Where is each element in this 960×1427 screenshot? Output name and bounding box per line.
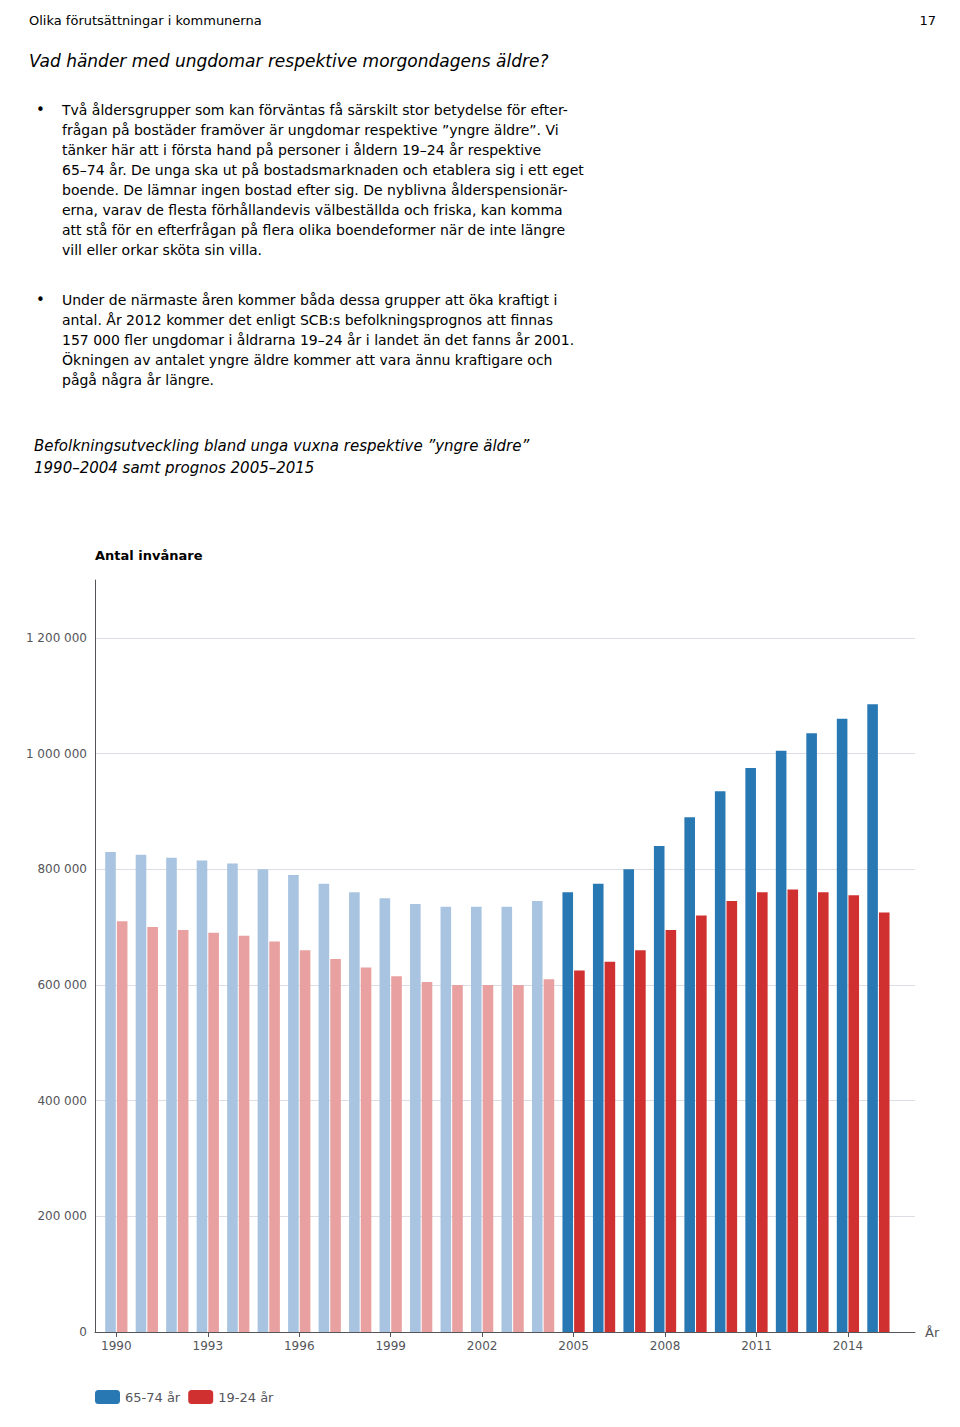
svg-text:2014: 2014 xyxy=(833,1339,864,1353)
svg-text:65–74 år. De unga ska ut på bo: 65–74 år. De unga ska ut på bostadsmarkn… xyxy=(62,162,584,178)
svg-text:vill eller orkar sköta sin vil: vill eller orkar sköta sin villa. xyxy=(62,242,262,258)
svg-text:pågå några år längre.: pågå några år längre. xyxy=(62,372,214,388)
svg-text:2002: 2002 xyxy=(467,1339,498,1353)
svg-text:Ökningen av antalet yngre äldr: Ökningen av antalet yngre äldre kommer a… xyxy=(62,351,552,368)
svg-text:att stå för en efterfrågan på: att stå för en efterfrågan på flera olik… xyxy=(62,222,565,238)
svg-text:65-74 år: 65-74 år xyxy=(125,1390,181,1405)
svg-text:•: • xyxy=(36,101,45,119)
svg-text:Olika förutsättningar i kommun: Olika förutsättningar i kommunerna xyxy=(29,13,262,28)
svg-text:1 000 000: 1 000 000 xyxy=(26,747,87,761)
svg-text:19-24 år: 19-24 år xyxy=(218,1390,274,1405)
svg-text:Två åldersgrupper som kan förv: Två åldersgrupper som kan förväntas få s… xyxy=(61,102,568,118)
svg-text:1 200 000: 1 200 000 xyxy=(26,631,87,645)
svg-text:erna, varav de flesta förhålla: erna, varav de flesta förhållandevis väl… xyxy=(62,202,563,218)
svg-text:0: 0 xyxy=(79,1325,87,1339)
svg-text:År: År xyxy=(925,1325,940,1340)
svg-text:17: 17 xyxy=(919,13,936,28)
svg-text:400 000: 400 000 xyxy=(37,1094,87,1108)
svg-text:•: • xyxy=(36,291,45,309)
svg-text:tänker här att i första hand p: tänker här att i första hand på personer… xyxy=(62,142,541,158)
svg-text:Antal invånare: Antal invånare xyxy=(95,548,203,563)
svg-text:1990–2004 samt prognos 2005–20: 1990–2004 samt prognos 2005–2015 xyxy=(34,459,314,477)
svg-text:1999: 1999 xyxy=(375,1339,406,1353)
svg-text:1996: 1996 xyxy=(284,1339,315,1353)
svg-text:Vad händer med ungdomar respek: Vad händer med ungdomar respektive morgo… xyxy=(29,51,548,71)
svg-text:antal. År 2012 kommer det enli: antal. År 2012 kommer det enligt SCB:s b… xyxy=(62,312,553,328)
svg-text:2011: 2011 xyxy=(741,1339,772,1353)
svg-text:200 000: 200 000 xyxy=(37,1209,87,1223)
svg-text:1990: 1990 xyxy=(101,1339,132,1353)
svg-text:frågan på bostäder framöver är: frågan på bostäder framöver är ungdomar … xyxy=(62,122,559,138)
svg-text:boende. De lämnar ingen bostad: boende. De lämnar ingen bostad efter sig… xyxy=(62,182,568,198)
svg-text:600 000: 600 000 xyxy=(37,978,87,992)
svg-text:800 000: 800 000 xyxy=(37,862,87,876)
svg-text:Befolkningsutveckling bland un: Befolkningsutveckling bland unga vuxna r… xyxy=(34,437,529,455)
svg-text:1993: 1993 xyxy=(193,1339,224,1353)
svg-text:157 000 fler ungdomar i åldrar: 157 000 fler ungdomar i åldrarna 19–24 å… xyxy=(62,332,574,348)
svg-text:Under de närmaste åren kommer: Under de närmaste åren kommer båda dessa… xyxy=(62,292,557,308)
svg-text:2008: 2008 xyxy=(650,1339,681,1353)
svg-text:2005: 2005 xyxy=(558,1339,589,1353)
